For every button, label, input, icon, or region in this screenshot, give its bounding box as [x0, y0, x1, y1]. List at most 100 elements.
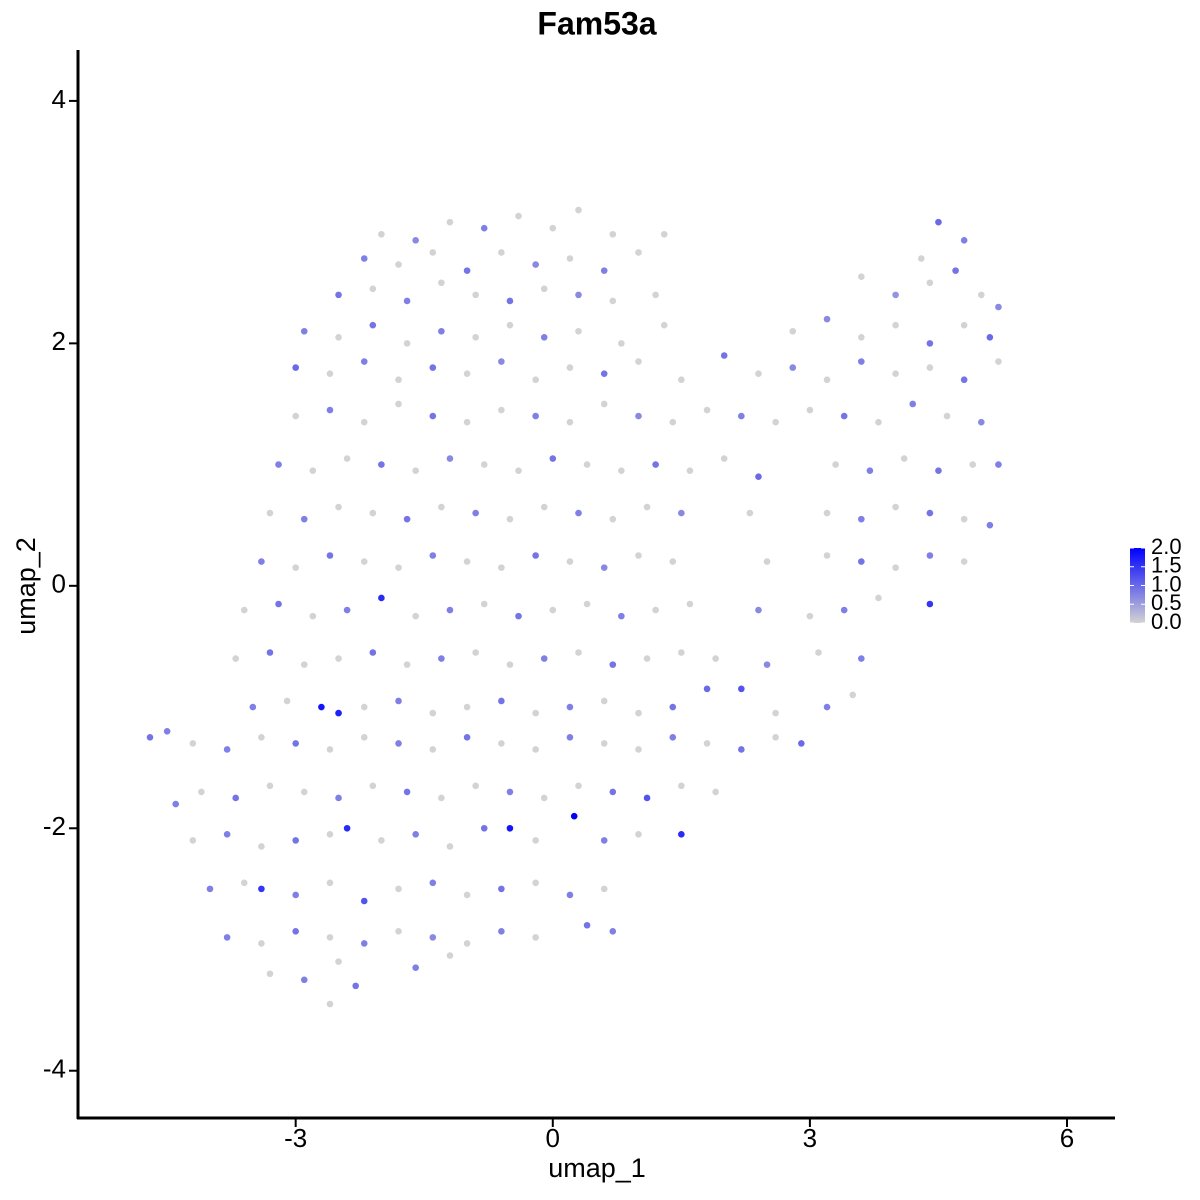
point	[669, 418, 677, 426]
point	[532, 376, 539, 384]
point	[806, 406, 814, 414]
point	[643, 794, 651, 802]
point	[969, 461, 977, 468]
point	[815, 649, 822, 656]
point	[583, 461, 591, 468]
point	[960, 515, 968, 523]
point	[763, 661, 771, 668]
point	[643, 503, 651, 511]
point	[275, 461, 282, 468]
point	[429, 934, 437, 941]
point	[360, 703, 368, 711]
point	[326, 370, 334, 377]
point	[532, 412, 539, 420]
y-tick-label: -4	[43, 1054, 66, 1084]
point	[986, 334, 994, 341]
point	[926, 600, 934, 608]
point	[549, 224, 557, 232]
point	[266, 782, 274, 790]
point	[403, 788, 411, 796]
point	[472, 782, 479, 790]
point	[395, 261, 402, 268]
point	[532, 746, 539, 753]
point	[978, 418, 985, 426]
point	[643, 655, 651, 662]
point	[540, 285, 548, 293]
point	[858, 515, 865, 523]
point	[609, 661, 617, 668]
point	[823, 315, 831, 323]
point	[472, 509, 479, 517]
point	[326, 1000, 334, 1008]
point	[858, 558, 865, 565]
point	[926, 509, 934, 517]
point	[823, 552, 831, 559]
point	[532, 552, 539, 559]
point	[566, 255, 574, 262]
point	[300, 515, 308, 523]
point	[378, 461, 385, 468]
point	[446, 455, 454, 462]
point	[858, 655, 865, 662]
point	[429, 879, 437, 887]
point	[540, 655, 548, 662]
point	[532, 879, 539, 887]
point	[403, 297, 411, 305]
point	[472, 334, 479, 341]
point	[378, 837, 385, 844]
point	[995, 358, 1002, 365]
point	[566, 734, 574, 741]
point	[472, 649, 479, 656]
point	[240, 879, 248, 887]
point	[300, 788, 308, 796]
point	[635, 831, 642, 838]
point	[283, 697, 291, 705]
point	[703, 740, 711, 747]
point	[506, 515, 514, 523]
point	[258, 843, 265, 850]
point	[686, 600, 694, 608]
point	[600, 697, 608, 705]
point	[360, 255, 368, 262]
point	[575, 649, 582, 656]
point	[926, 552, 934, 559]
point	[986, 521, 994, 529]
point	[515, 467, 522, 474]
point	[635, 552, 642, 559]
point	[549, 606, 557, 614]
point	[600, 740, 608, 747]
point	[463, 267, 471, 274]
point	[506, 661, 514, 668]
point	[900, 455, 908, 462]
point	[686, 467, 694, 474]
point	[300, 976, 308, 984]
point	[746, 509, 754, 517]
point	[570, 812, 578, 820]
point	[480, 600, 488, 608]
point	[703, 406, 711, 414]
point	[635, 249, 642, 256]
point	[292, 837, 299, 844]
point	[635, 412, 642, 420]
point	[720, 352, 728, 359]
point	[506, 297, 514, 305]
point	[378, 230, 385, 238]
point	[292, 928, 299, 935]
point	[635, 709, 642, 717]
point	[755, 606, 762, 614]
point	[840, 606, 848, 614]
point	[600, 370, 608, 377]
point	[875, 418, 882, 426]
point	[266, 970, 274, 978]
point	[600, 885, 608, 893]
point	[446, 952, 454, 959]
point	[635, 358, 642, 365]
point	[498, 249, 505, 256]
point	[258, 885, 265, 893]
point	[343, 455, 351, 462]
point	[875, 594, 882, 602]
point	[438, 794, 445, 802]
point	[498, 564, 505, 571]
point	[446, 606, 454, 614]
